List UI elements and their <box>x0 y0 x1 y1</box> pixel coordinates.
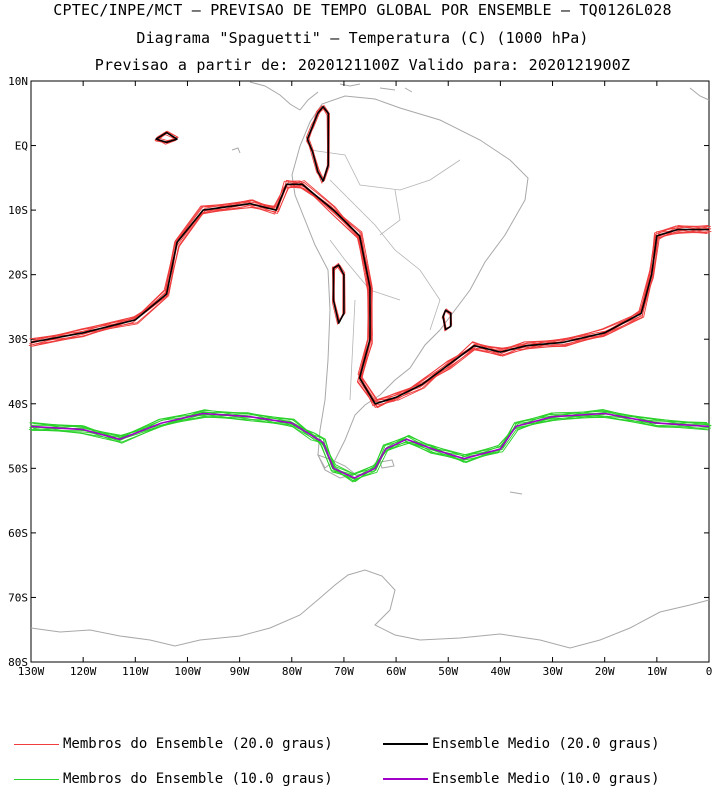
falkland-islands <box>379 459 395 469</box>
map-frame <box>30 80 710 663</box>
legend-label-member10: Membros do Ensemble (10.0 graus) <box>63 771 333 787</box>
legend-swatch-member20 <box>14 743 59 745</box>
lon-tick-label: 10W <box>647 665 667 678</box>
mean-contour-20 <box>332 264 345 324</box>
lon-tick-label: 40W <box>490 665 510 678</box>
legend-item-member20: Membros do Ensemble (20.0 graus) <box>14 736 333 752</box>
lon-tick-label: 70W <box>334 665 354 678</box>
lon-tick-label: 110W <box>122 665 149 678</box>
member-contour-20 <box>28 183 707 406</box>
map-title-line-3: Previsao a partir de: 2020121100Z Valido… <box>94 56 631 74</box>
member-contour-10 <box>33 413 712 483</box>
member-contour-10 <box>31 413 710 476</box>
temperature-contours <box>28 104 712 483</box>
map-title-line-1: CPTEC/INPE/MCT — PREVISAO DE TEMPO GLOBA… <box>53 1 672 19</box>
lon-tick-label: 120W <box>70 665 97 678</box>
galapagos <box>231 147 241 154</box>
lat-tick-label: 20S <box>8 269 28 282</box>
antarctica-coast <box>30 569 710 649</box>
legend-label-mean20: Ensemble Medio (20.0 graus) <box>432 736 660 752</box>
member-contour-20 <box>29 180 708 403</box>
lat-tick-label: 40S <box>8 398 28 411</box>
lat-tick-label: 30S <box>8 333 28 346</box>
legend-item-member10: Membros do Ensemble (10.0 graus) <box>14 771 333 787</box>
lon-tick-label: 130W <box>18 665 45 678</box>
lat-tick-label: 50S <box>8 462 28 475</box>
coastlines <box>30 81 710 649</box>
south-georgia <box>509 491 523 495</box>
member-contour-20 <box>29 186 708 403</box>
mean-contour-20 <box>306 106 330 182</box>
lon-tick-label: 20W <box>595 665 615 678</box>
lon-tick-label: 0 <box>706 665 713 678</box>
legend-swatch-mean10 <box>383 778 428 780</box>
legend-swatch-mean20 <box>383 743 428 745</box>
map-title-line-2: Diagrama "Spaguetti" — Temperatura (C) (… <box>136 29 589 47</box>
lon-tick-label: 90W <box>230 665 250 678</box>
lat-tick-label: 60S <box>8 527 28 540</box>
lat-tick-label: 70S <box>8 591 28 604</box>
axis-ticks <box>30 80 710 663</box>
lon-tick-label: 60W <box>386 665 406 678</box>
lon-tick-label: 30W <box>543 665 563 678</box>
legend-label-member20: Membros do Ensemble (20.0 graus) <box>63 736 333 752</box>
lon-tick-label: 50W <box>438 665 458 678</box>
south-america-coast <box>291 95 529 469</box>
central-america-coast <box>249 81 319 111</box>
country-borders <box>309 149 461 401</box>
mean-contour-10 <box>30 412 710 479</box>
legend-item-mean10: Ensemble Medio (10.0 graus) <box>383 771 660 787</box>
legend-label-mean10: Ensemble Medio (10.0 graus) <box>432 771 660 787</box>
mean-contour-20 <box>30 183 709 405</box>
lon-tick-label: 100W <box>174 665 201 678</box>
lat-tick-label: EQ <box>15 140 28 153</box>
lat-tick-label: 10S <box>8 204 28 217</box>
mean-contour-20 <box>442 309 452 331</box>
africa-coast <box>689 87 710 101</box>
caribbean-islands <box>339 83 413 93</box>
member-contour-20 <box>305 108 330 181</box>
lat-tick-label: 80S <box>8 656 28 669</box>
mean-contour-20 <box>155 131 178 144</box>
lon-tick-label: 80W <box>282 665 302 678</box>
legend-swatch-member10 <box>14 778 59 780</box>
legend-item-mean20: Ensemble Medio (20.0 graus) <box>383 736 660 752</box>
lat-tick-label: 10N <box>8 75 28 88</box>
